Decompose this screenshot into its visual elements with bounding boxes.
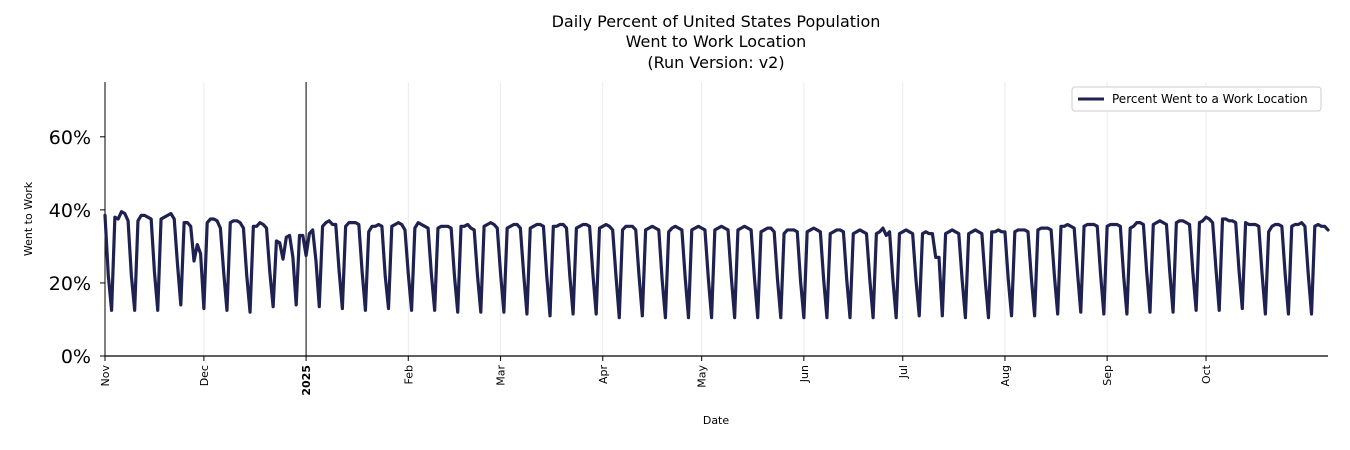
x-tick-label: Jul bbox=[897, 365, 910, 379]
series-line-percent-went-to-work bbox=[103, 210, 1330, 320]
x-tick-label: Apr bbox=[597, 365, 610, 385]
legend-label: Percent Went to a Work Location bbox=[1112, 92, 1308, 106]
y-tick-label: 20% bbox=[49, 273, 91, 295]
x-tick-label: Sep bbox=[1101, 365, 1114, 386]
y-ticks: 0% 20% 40% 60% bbox=[49, 127, 105, 368]
legend: Percent Went to a Work Location bbox=[1071, 86, 1322, 112]
x-tick-label: Mar bbox=[495, 365, 508, 386]
x-tick-label: Dec bbox=[198, 365, 211, 386]
y-tick-label: 0% bbox=[61, 346, 91, 368]
chart-title: Daily Percent of United States Populatio… bbox=[552, 12, 881, 72]
series-layer bbox=[103, 210, 1330, 320]
vertical-gridlines bbox=[104, 82, 1207, 356]
x-ticks: Nov Dec 2025 Feb Mar Apr May Jun Jul Aug Sep Oct bbox=[99, 356, 1213, 396]
x-tick-label: 2025 bbox=[300, 365, 313, 396]
x-tick-label: Oct bbox=[1200, 364, 1213, 384]
x-tick-label: Jun bbox=[798, 365, 811, 383]
y-tick-label: 40% bbox=[49, 200, 91, 222]
y-axis-label: Went to Work bbox=[22, 181, 35, 256]
chart-title-line-2: Went to Work Location bbox=[626, 32, 807, 51]
x-tick-label: Aug bbox=[999, 365, 1012, 386]
legend-box bbox=[1071, 86, 1322, 112]
y-tick-label: 60% bbox=[49, 127, 91, 149]
axes bbox=[104, 82, 1328, 357]
chart-title-line-3: (Run Version: v2) bbox=[647, 53, 784, 72]
x-tick-label: Feb bbox=[402, 365, 415, 384]
x-tick-label: Nov bbox=[99, 365, 112, 387]
x-tick-label: May bbox=[696, 365, 709, 388]
chart-title-line-1: Daily Percent of United States Populatio… bbox=[552, 12, 881, 31]
x-axis-label: Date bbox=[703, 414, 730, 427]
